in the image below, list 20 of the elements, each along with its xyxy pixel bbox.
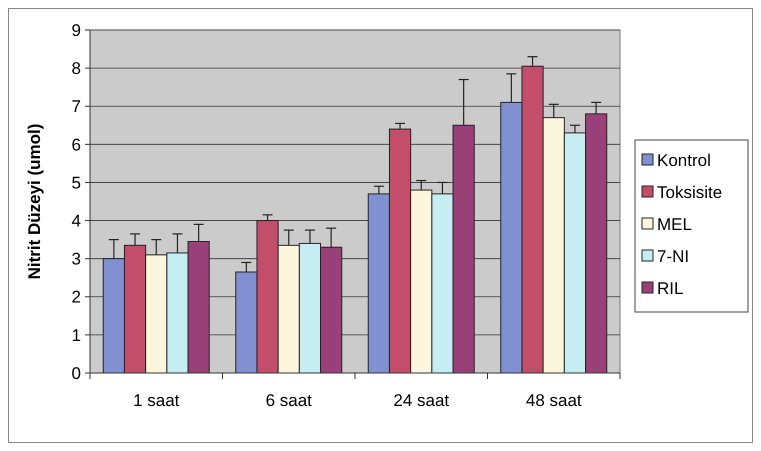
legend-label: MEL	[657, 215, 692, 234]
x-tick-label: 48 saat	[526, 391, 582, 410]
y-tick-label: 5	[72, 173, 81, 192]
legend-label: Kontrol	[657, 151, 711, 170]
legend-label: RIL	[657, 279, 684, 298]
y-tick-label: 7	[72, 97, 81, 116]
legend-label: Toksisite	[657, 183, 722, 202]
y-tick-label: 8	[72, 59, 81, 78]
x-tick-label: 24 saat	[393, 391, 450, 410]
x-tick-label: 6 saat	[266, 391, 312, 410]
y-tick-label: 1	[72, 326, 81, 345]
y-tick-label: 4	[72, 212, 81, 231]
y-tick-label: 3	[72, 250, 81, 269]
y-tick-label: 9	[72, 20, 81, 40]
y-axis-title: Nitrit Düzeyi (umol)	[25, 124, 44, 280]
y-tick-label: 0	[72, 364, 81, 383]
y-tick-label: 6	[72, 135, 81, 154]
x-tick-label: 1 saat	[133, 391, 180, 410]
legend-label: 7-NI	[657, 247, 690, 266]
y-tick-label: 2	[72, 288, 81, 307]
